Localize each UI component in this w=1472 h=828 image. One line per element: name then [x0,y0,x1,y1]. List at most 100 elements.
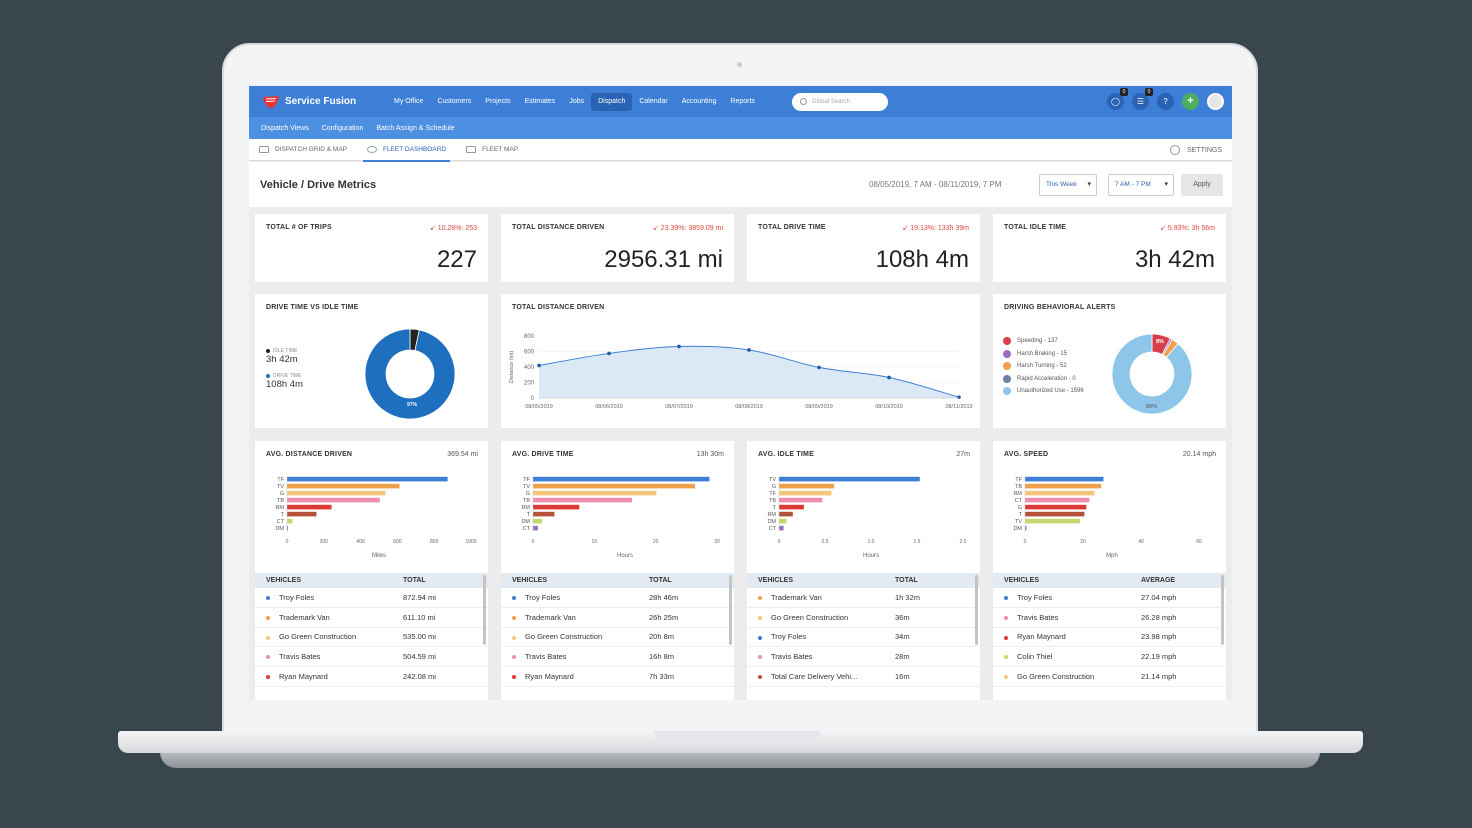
chat-button[interactable]: ◯ 0 [1107,88,1128,110]
donut-pct-label: 97% [407,402,418,408]
nav-item-projects[interactable]: Projects [485,97,511,105]
bar[interactable] [1025,490,1095,496]
table-row[interactable]: Ryan Maynard 242.08 mi [255,667,488,687]
subnav-item-1[interactable]: Configuration [321,124,364,132]
alerts-slice-4[interactable] [1111,333,1193,415]
bar[interactable] [533,525,538,531]
table-scrollbar[interactable] [975,575,978,645]
table-row[interactable]: Troy Foles 34m [747,628,980,648]
subnav-item-2[interactable]: Batch Assign & Schedule [376,124,455,132]
bar[interactable] [287,476,448,482]
bar[interactable] [1025,525,1027,531]
data-point[interactable] [887,375,891,380]
bar[interactable] [533,504,580,510]
table-row[interactable]: Travis Bates 16h 8m [501,647,734,668]
apply-button[interactable]: Apply [1181,173,1223,196]
data-point[interactable] [817,365,821,370]
table-row[interactable]: Total Care Delivery Vehi... 16m [747,667,980,687]
table-row[interactable]: Travis Bates 26.28 mph [993,608,1226,628]
bar[interactable] [287,504,332,510]
drive-idle-slice-1[interactable] [364,328,456,420]
bar[interactable] [287,490,386,496]
period-select[interactable]: This Week [1039,173,1097,196]
table-row[interactable]: Go Green Construction 21.14 mph [993,667,1226,687]
bar[interactable] [779,511,793,517]
bar[interactable] [779,483,835,489]
user-avatar[interactable] [1207,93,1224,110]
bar[interactable] [779,497,823,503]
table-row[interactable]: Go Green Construction 36m [747,608,980,628]
table-row[interactable]: Trademark Van 26h 25m [501,608,734,628]
vehicle-name: Trademark Van [525,612,576,622]
vehicle-cell: Trademark Van [501,613,649,622]
tab-2[interactable]: FLEET MAP [466,139,518,161]
nav-item-customers[interactable]: Customers [437,97,472,105]
settings-button[interactable]: SETTINGS [1169,139,1222,161]
nav-item-reports[interactable]: Reports [730,97,755,105]
table-row[interactable]: Travis Bates 504.59 mi [255,647,488,668]
nav-item-calendar[interactable]: Calendar [639,97,668,105]
data-point[interactable] [537,363,541,368]
data-point[interactable] [607,351,611,356]
hours-select[interactable]: 7 AM - 7 PM [1108,173,1174,196]
nav-item-estimates[interactable]: Estimates [524,97,556,105]
bar[interactable] [533,518,543,524]
bar[interactable] [287,518,293,524]
bar[interactable] [779,504,804,510]
table-row[interactable]: Ryan Maynard 23.98 mph [993,628,1226,648]
bar[interactable] [779,490,832,496]
bar[interactable] [779,518,787,524]
nav-item-accounting[interactable]: Accounting [681,97,717,105]
table-row[interactable]: Troy Foles 28h 46m [501,588,734,608]
table-row[interactable]: Colin Thiel 22.19 mph [993,647,1226,668]
data-point[interactable] [957,395,961,400]
table-row[interactable]: Trademark Van 611.10 mi [255,608,488,628]
global-search[interactable]: Global Search [791,92,888,111]
bar[interactable] [533,497,632,503]
bar[interactable] [533,476,710,482]
nav-item-my-office[interactable]: My Office [394,97,424,105]
bar[interactable] [1025,518,1081,524]
tasks-button[interactable]: ☰ 0 [1132,88,1153,110]
table-row[interactable]: Go Green Construction 20h 8m [501,628,734,648]
table-scrollbar[interactable] [1221,575,1224,645]
bar[interactable] [1025,511,1085,517]
panel-summary: 27m [956,451,970,458]
page-header: Vehicle / Drive Metrics 08/05/2019, 7 AM… [249,162,1232,207]
bar[interactable] [779,476,920,482]
bar[interactable] [533,490,657,496]
bar[interactable] [533,511,555,517]
subnav-item-0[interactable]: Dispatch Views [261,124,309,132]
data-point[interactable] [677,344,681,349]
bar[interactable] [1025,476,1104,482]
tab-1[interactable]: FLEET DASHBOARD [362,139,451,162]
table-scrollbar[interactable] [729,575,732,645]
vehicles-table: VEHICLES AVERAGE Troy Foles 27.04 mph Travis… [993,573,1226,691]
table-row[interactable]: Troy Foles 27.04 mph [993,588,1226,608]
bar[interactable] [287,483,400,489]
bar[interactable] [287,497,380,503]
table-row[interactable]: Ryan Maynard 7h 33m [501,667,734,687]
data-point[interactable] [747,348,751,352]
bar[interactable] [287,525,288,531]
x-tick-label: 2.0 [960,539,967,545]
app-logo[interactable]: Service Fusion [261,94,387,110]
table-row[interactable]: Go Green Construction 535.00 mi [255,628,488,648]
table-scrollbar[interactable] [483,575,486,645]
vehicle-name: Troy Foles [279,592,315,602]
bar[interactable] [287,511,317,517]
nav-item-jobs[interactable]: Jobs [569,97,585,105]
add-button[interactable]: + [1182,93,1199,110]
bar[interactable] [1025,483,1102,489]
nav-item-dispatch[interactable]: Dispatch [591,92,633,111]
table-row[interactable]: Trademark Van 1h 32m [747,588,980,608]
bar[interactable] [779,525,784,531]
bar[interactable] [1025,504,1087,510]
table-row[interactable]: Travis Bates 28m [747,647,980,668]
help-button[interactable]: ? [1157,93,1174,110]
idle-label: IDLE TIME [273,348,298,354]
bar[interactable] [1025,497,1090,503]
bar[interactable] [533,483,696,489]
table-row[interactable]: Troy Foles 872.94 mi [255,588,488,608]
tab-0[interactable]: DISPATCH GRID & MAP [259,139,347,161]
